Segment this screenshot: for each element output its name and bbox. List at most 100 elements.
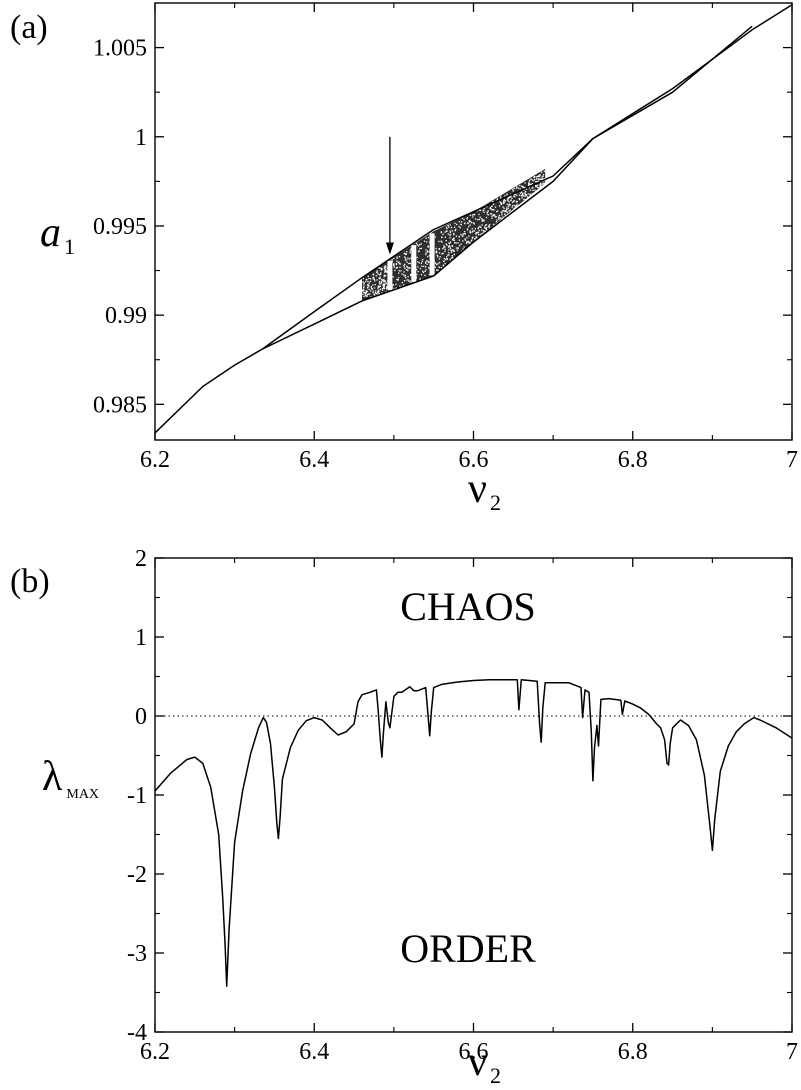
band-speckle: [409, 267, 411, 269]
band-speckle: [445, 226, 448, 228]
band-speckle: [370, 296, 372, 298]
band-speckle: [496, 219, 498, 221]
band-speckle: [512, 188, 514, 191]
band-speckle: [539, 178, 541, 180]
band-speckle: [435, 250, 437, 253]
band-speckle: [391, 284, 394, 287]
band-speckle: [500, 202, 502, 204]
band-speckle: [392, 276, 394, 278]
band-speckle: [535, 176, 537, 178]
band-speckle: [373, 287, 376, 289]
band-speckle: [381, 278, 383, 281]
band-speckle: [410, 248, 412, 251]
band-speckle: [515, 205, 517, 208]
band-speckle: [471, 214, 474, 216]
band-speckle: [382, 283, 384, 285]
band-speckle: [365, 295, 367, 297]
band-speckle: [512, 201, 514, 204]
band-speckle: [440, 267, 443, 269]
band-speckle: [436, 264, 438, 266]
band-speckle: [399, 285, 401, 287]
band-speckle: [438, 248, 440, 250]
band-speckle: [493, 209, 495, 211]
band-speckle: [402, 274, 405, 276]
series-line-1: [262, 4, 793, 350]
band-speckle: [538, 175, 541, 178]
band-speckle: [524, 192, 526, 194]
band-speckle: [532, 189, 534, 191]
band-speckle: [435, 269, 438, 271]
band-speckle: [368, 282, 370, 284]
band-speckle: [489, 207, 491, 210]
band-speckle: [495, 220, 498, 223]
band-speckle: [478, 213, 480, 216]
band-speckle: [380, 267, 383, 270]
band-speckle: [463, 222, 466, 225]
band-speckle: [528, 187, 530, 189]
band-speckle: [482, 220, 484, 222]
band-speckle: [403, 279, 406, 282]
band-speckle: [519, 188, 521, 190]
band-speckle: [532, 187, 534, 189]
band-speckle: [463, 231, 466, 233]
band-speckle: [523, 189, 525, 191]
band-speckle: [493, 213, 495, 216]
band-speckle: [487, 210, 489, 212]
band-speckle: [435, 247, 437, 250]
band-speckle: [410, 257, 412, 259]
band-speckle: [501, 214, 503, 216]
band-speckle: [420, 273, 423, 276]
band-speckle: [500, 211, 502, 213]
band-speckle: [446, 244, 448, 246]
band-speckle: [523, 198, 525, 200]
band-speckle: [468, 221, 471, 223]
band-speckle: [383, 280, 385, 282]
band-speckle: [437, 269, 439, 272]
band-speckle: [393, 257, 395, 260]
band-speckle: [368, 277, 370, 280]
band-speckle: [420, 262, 423, 264]
band-speckle: [379, 288, 382, 290]
band-speckle: [492, 200, 494, 203]
band-speckle: [381, 289, 384, 291]
band-speckle: [427, 236, 430, 239]
band-speckle: [519, 192, 522, 194]
band-speckle: [401, 281, 404, 284]
band-speckle: [380, 269, 382, 271]
band-speckle: [512, 200, 515, 202]
band-speckle: [398, 263, 401, 265]
band-speckle: [482, 232, 484, 234]
band-speckle: [402, 284, 405, 286]
band-speckle: [366, 287, 369, 289]
band-speckle: [426, 250, 429, 252]
band-speckle: [496, 210, 498, 213]
band-speckle: [366, 293, 369, 296]
band-speckle: [482, 209, 484, 212]
band-speckle: [493, 203, 495, 205]
band-speckle: [498, 217, 500, 219]
band-speckle: [449, 231, 452, 234]
band-speckle: [458, 225, 460, 228]
band-speckle: [507, 213, 509, 216]
band-speckle: [539, 185, 541, 187]
band-speckle: [409, 274, 412, 276]
band-speckle: [378, 267, 380, 269]
band-speckle: [454, 222, 456, 225]
band-speckle: [469, 220, 472, 223]
band-speckle: [472, 236, 474, 238]
band-speckle: [365, 280, 367, 283]
band-speckle: [484, 227, 486, 229]
band-speckle: [447, 246, 450, 248]
band-speckle: [514, 207, 516, 210]
band-speckle: [395, 287, 397, 289]
band-speckle: [510, 199, 512, 202]
band-speckle: [441, 253, 443, 255]
band-speckle: [450, 226, 453, 229]
band-speckle: [369, 278, 372, 280]
band-speckle: [423, 240, 426, 242]
band-speckle: [507, 198, 510, 200]
x-tick-label: 6.2: [140, 447, 170, 473]
band-speckle: [506, 207, 508, 209]
periodic-window: [411, 245, 417, 282]
band-speckle: [472, 216, 474, 218]
